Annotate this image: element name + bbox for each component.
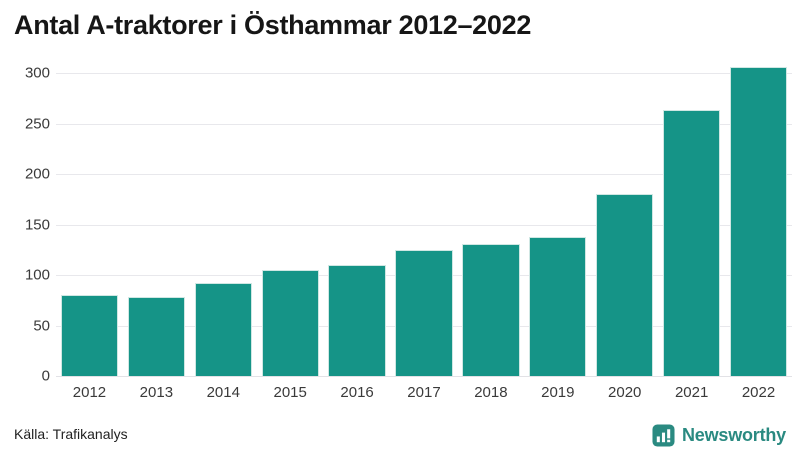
x-axis-tick-label: 2015 (273, 384, 307, 401)
plot-area (56, 62, 792, 377)
bar-2015[interactable] (261, 269, 319, 376)
x-axis-tick-label: 2018 (474, 384, 508, 401)
y-axis-tick-label: 250 (24, 115, 50, 132)
y-axis-tick-label: 300 (24, 64, 50, 82)
bar-2019[interactable] (529, 236, 587, 376)
x-axis: 2012 2013 2014 2015 2016 2017 2018 2019 2020 2021… (56, 380, 792, 406)
source-note: Källa: Trafikanalys (14, 426, 128, 442)
x-axis-tick-label: 2022 (741, 384, 776, 401)
bar-2022[interactable] (729, 66, 788, 376)
bar-2020[interactable] (596, 194, 654, 376)
x-axis-tick-label: 2014 (206, 384, 240, 401)
x-axis-tick-label: 2021 (674, 384, 709, 401)
x-axis-tick-label: 2019 (541, 384, 575, 401)
bar-2017[interactable] (395, 249, 453, 376)
gridline-250 (56, 123, 792, 125)
bar-2014[interactable] (194, 283, 252, 376)
bar-2016[interactable] (328, 264, 386, 376)
brand-name: Newsworthy (681, 425, 786, 445)
gridline-0 (56, 376, 792, 377)
y-axis: 0 50 100 150 200 250 300 (0, 62, 50, 385)
y-axis-tick-label: 100 (24, 266, 50, 284)
y-axis-tick-label: 50 (33, 317, 50, 334)
x-axis-tick-label: 2016 (340, 384, 374, 401)
y-axis-tick-label: 0 (41, 367, 50, 385)
x-axis-tick-label: 2020 (608, 384, 642, 401)
x-axis-tick-label: 2012 (72, 384, 107, 401)
gridline-300 (56, 73, 792, 74)
bar-2021[interactable] (663, 110, 721, 376)
y-axis-tick-label: 150 (24, 216, 50, 233)
gridline-150 (56, 224, 792, 226)
x-axis-tick-label: 2017 (407, 384, 441, 401)
chart-title: Antal A-traktorer i Östhammar 2012–2022 (14, 10, 532, 40)
bar-chart-icon (652, 424, 675, 447)
bar-2012[interactable] (60, 295, 119, 376)
bar-2018[interactable] (462, 243, 520, 376)
y-axis-tick-label: 200 (24, 165, 50, 183)
gridline-200 (56, 174, 792, 175)
brand-logo[interactable]: Newsworthy (652, 424, 786, 447)
bar-2013[interactable] (127, 297, 185, 376)
x-axis-tick-label: 2013 (139, 384, 174, 401)
